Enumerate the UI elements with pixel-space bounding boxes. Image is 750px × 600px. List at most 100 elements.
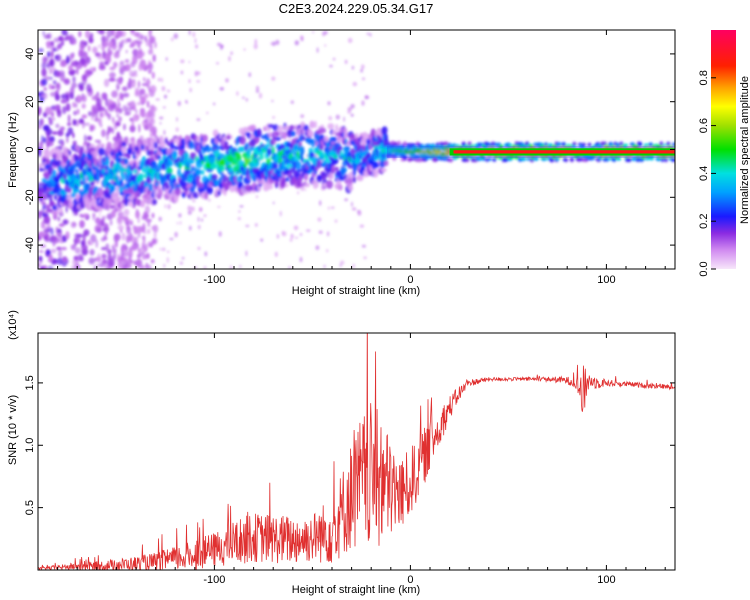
noise-speck [166,89,171,93]
noise-speck [155,98,160,101]
noise-speck [105,249,113,254]
noise-speck [274,251,278,257]
noise-speck [141,83,148,87]
spectrogram-cell [382,126,388,135]
spectrogram-cell [314,120,317,129]
noise-speck [281,230,284,236]
spectrogram-cell [295,138,301,144]
noise-speck [74,61,80,65]
spectrogram-cell [107,197,113,207]
noise-speck [50,41,55,46]
x-tick-label: 0 [407,274,413,286]
noise-speck [118,116,122,122]
noise-speck [153,238,158,244]
noise-speck [126,63,129,67]
noise-speck [142,235,146,240]
spectrogram-cell [189,152,197,160]
noise-speck [38,106,42,115]
spectrogram-cell [275,136,281,141]
noise-speck [112,243,116,247]
noise-speck [197,225,201,230]
noise-speck [306,229,311,232]
spectrogram-cell [486,142,491,147]
noise-speck [135,236,139,245]
noise-speck [101,35,106,42]
noise-speck [38,231,45,238]
noise-speck [44,226,50,230]
spectrogram-cell [308,130,314,137]
spectrogram-cell [215,145,221,151]
noise-speck [363,256,367,259]
noise-speck [134,87,140,94]
spectrogram-cell [222,135,228,141]
noise-speck [297,191,300,195]
noise-speck [86,70,93,76]
noise-speck [87,45,91,52]
noise-speck [131,73,138,77]
spectrogram-cell [98,147,105,156]
noise-speck [255,195,259,199]
noise-speck [44,106,52,116]
spectrogram-cell [122,148,126,155]
noise-speck [43,124,50,132]
noise-speck [253,43,258,50]
spectrogram-cell [383,160,389,167]
noise-speck [109,219,113,226]
noise-speck [79,213,83,218]
noise-speck [150,259,155,264]
spectrogram-cell [127,148,133,155]
noise-speck [101,92,107,100]
noise-speck [76,233,83,238]
noise-speck [144,118,149,124]
noise-speck [219,87,225,91]
noise-speck [65,205,68,213]
spectrogram-texture [38,30,675,269]
spectrogram-cell [84,199,91,209]
spectrogram-cell [60,207,63,216]
noise-speck [299,233,303,236]
noise-speck [49,44,56,51]
noise-speck [260,238,264,242]
noise-speck [50,235,58,242]
noise-speck [81,114,88,119]
noise-speck [174,231,178,238]
noise-speck [101,253,107,259]
noise-speck [344,198,348,201]
noise-speck [330,206,335,209]
x-tick-label: -100 [203,274,225,286]
noise-speck [109,72,116,79]
spectrogram-cell [202,134,208,143]
spectrogram-cell [672,142,675,147]
spectrogram-cell [249,146,255,151]
spectrogram-cell [90,170,94,178]
noise-speck [73,110,77,116]
noise-speck [157,77,161,82]
spectrogram-cell [549,157,555,163]
noise-speck [49,69,52,75]
noise-speck [116,113,119,118]
noise-speck [61,106,67,115]
noise-speck [312,31,314,34]
noise-speck [70,40,73,45]
noise-speck [149,85,157,94]
spectrogram-cell [239,136,247,145]
spectrogram-cell [206,187,214,195]
noise-speck [131,118,135,127]
noise-speck [201,218,203,222]
noise-speck [119,63,122,70]
spectrogram-cell [266,183,274,190]
noise-speck [159,116,164,120]
snr-chart: -100 0 100 0.5 1.0 1.5 Height of straight lin… [7,310,676,596]
noise-speck [86,83,92,93]
noise-speck [352,263,355,269]
spectrogram-cell [165,185,170,190]
spectrogram-cell [572,141,577,147]
noise-speck [122,92,130,98]
noise-speck [243,48,246,51]
noise-speck [196,118,201,121]
snr-frame [37,332,676,571]
noise-speck [343,116,345,122]
noise-speck [137,232,141,238]
spectrogram-cell [563,157,569,163]
noise-speck [77,254,84,262]
